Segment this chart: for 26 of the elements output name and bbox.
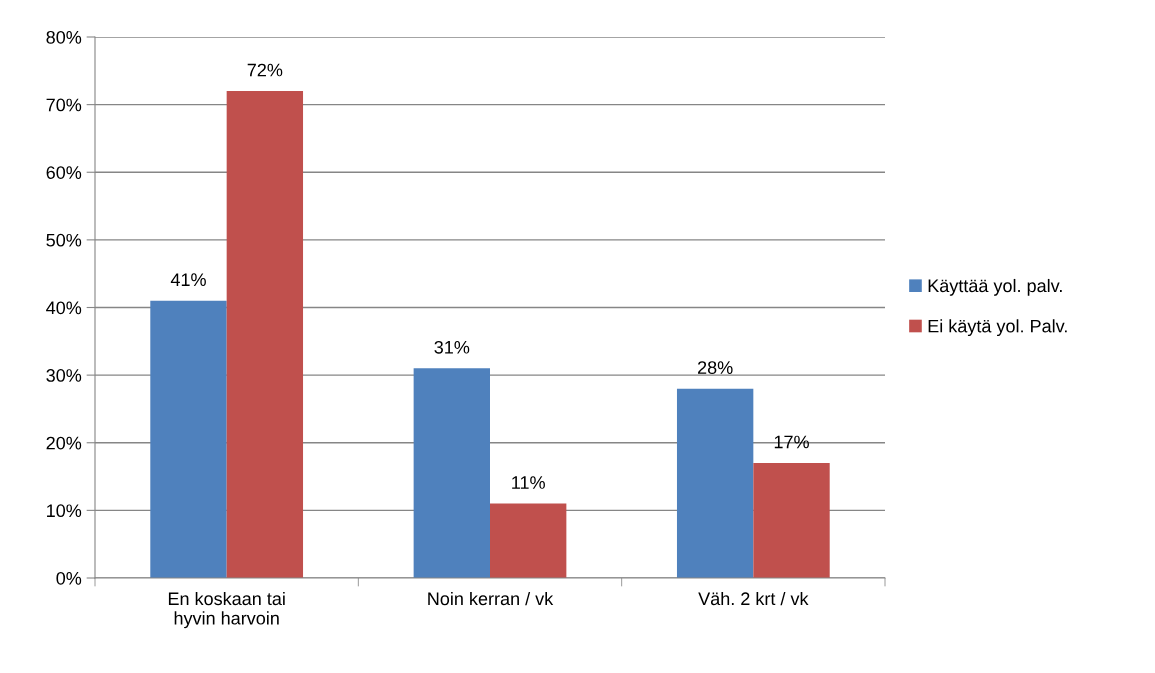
data-label: 28%: [697, 361, 733, 374]
bar: [753, 463, 830, 578]
x-tick-label: Väh. 2 krt / vk: [698, 591, 809, 606]
bar: [226, 91, 304, 578]
legend-label: Ei käytä yol. Palv.: [928, 319, 1067, 337]
y-tick-label: 60%: [46, 166, 82, 179]
data-label: 72%: [247, 63, 283, 77]
data-label: 41%: [170, 273, 206, 286]
data-label: 17%: [774, 435, 809, 449]
x-tick-label: Noin kerran / vk: [428, 591, 554, 606]
y-tick-label: 20%: [46, 436, 82, 450]
bar: [676, 388, 754, 578]
bar: [413, 368, 490, 578]
bar: [490, 503, 567, 578]
data-label: 31%: [434, 340, 470, 354]
y-tick-label: 40%: [46, 301, 82, 315]
bar: [150, 300, 227, 578]
y-tick-label: 10%: [47, 504, 82, 518]
y-tick-label: 70%: [46, 98, 82, 112]
data-label: 11%: [512, 476, 545, 489]
y-tick-label: 50%: [46, 233, 82, 247]
y-tick-label: 30%: [46, 369, 82, 382]
x-tick-label: En koskaan tai hyvin harvoin: [168, 591, 285, 629]
y-tick-label: 80%: [46, 30, 82, 44]
y-tick-label: 0%: [56, 571, 82, 585]
legend-label: Käyttää yol. palv.: [928, 278, 1062, 296]
